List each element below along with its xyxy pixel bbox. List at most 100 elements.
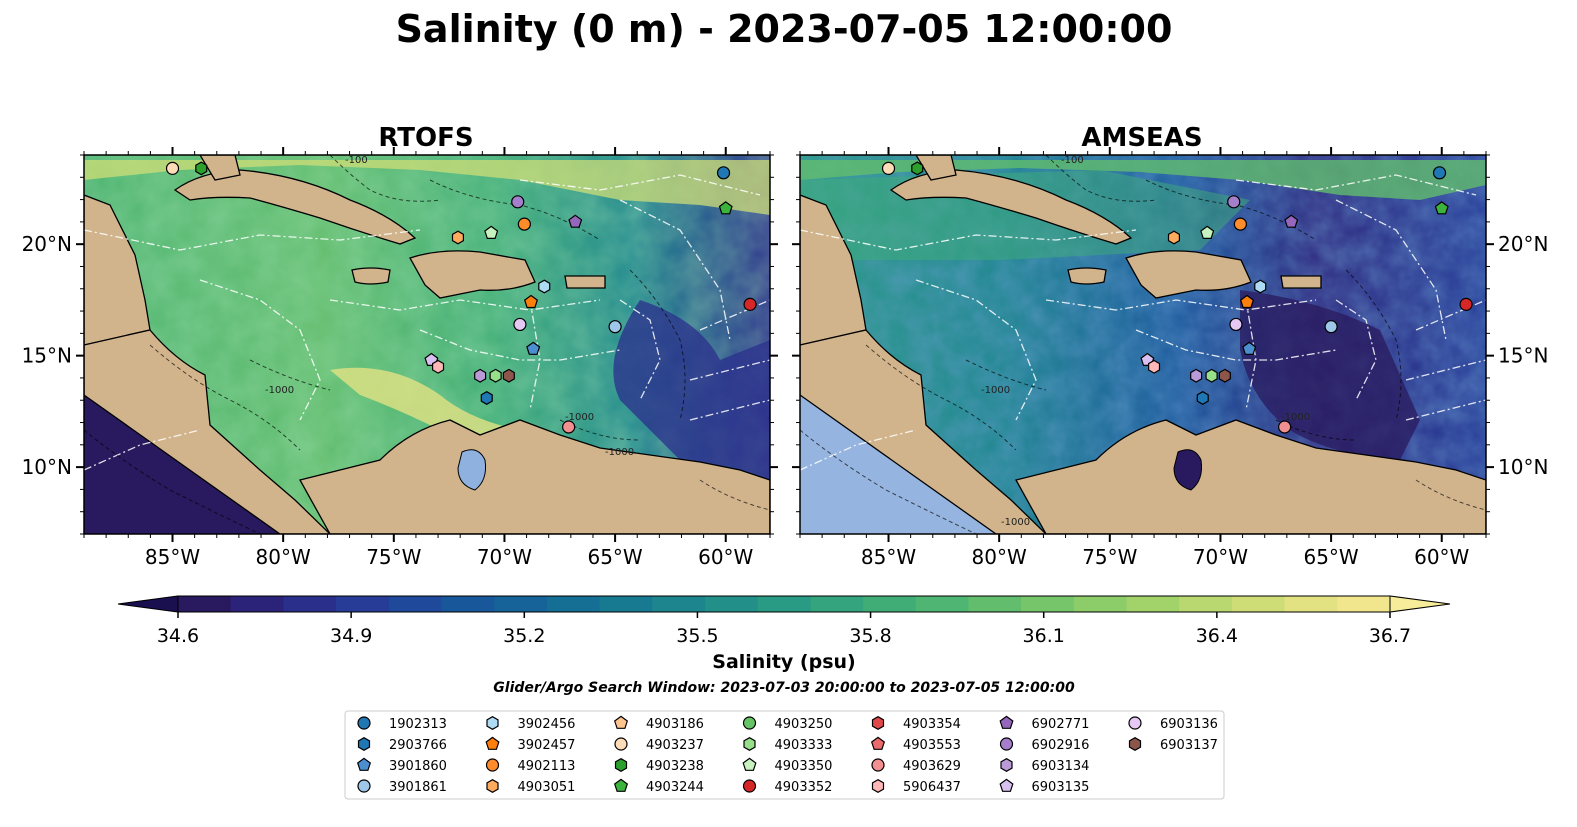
legend-marker-circle	[871, 758, 885, 772]
legend-marker-circle	[357, 779, 371, 793]
high-salinity-band	[84, 160, 770, 215]
legend-entry: 6902771	[999, 715, 1090, 732]
eez-boundaries	[800, 174, 1486, 471]
colorbar-segment	[546, 596, 601, 612]
x-tick-label: 65°W	[587, 545, 642, 569]
colorbar-extend-min	[117, 595, 179, 613]
colorbar-segment	[1021, 596, 1075, 612]
contour-label: -1000	[265, 385, 294, 396]
panel-title-rtofs: RTOFS	[378, 123, 473, 153]
legend-box	[344, 710, 1225, 800]
x-tick-label: 70°W	[1193, 545, 1248, 569]
legend-label: 4903186	[646, 717, 704, 732]
float-marker-4903237	[881, 161, 896, 175]
legend-entry: 4903250	[742, 716, 833, 732]
high-salinity-band	[800, 160, 1486, 200]
colorbar-segment	[863, 596, 917, 612]
legend-entry: 3902457	[485, 736, 575, 753]
figure-title: Salinity (0 m) - 2023-07-05 12:00:00	[396, 7, 1173, 51]
low-salinity-east	[1240, 290, 1420, 460]
land	[84, 155, 770, 534]
legend-label: 4902113	[518, 759, 576, 774]
legend-entry: 6903136	[1128, 716, 1218, 732]
legend-marker-hexagon	[486, 716, 499, 730]
float-marker-4902113	[1233, 217, 1247, 231]
colorbar-segment	[1073, 596, 1128, 612]
colorbar-segments	[117, 595, 1451, 613]
colorbar-segment	[915, 596, 970, 612]
contour-label: -1000	[565, 412, 594, 423]
axis-ticks: 85°W 80°W 75°W 70°W 65°W 60°W 10°N 15°N 20°N	[22, 147, 778, 569]
colorbar-segment	[388, 596, 443, 612]
legend-label: 4903333	[775, 738, 833, 753]
colorbar-label: Salinity (psu)	[712, 651, 855, 673]
legend-entry: 4903051	[486, 779, 575, 795]
land	[800, 155, 1486, 534]
legend-label: 5906437	[903, 780, 961, 795]
legend-marker-pentagon	[356, 757, 372, 771]
float-marker-4903333	[489, 368, 502, 383]
float-marker-6903137	[502, 368, 515, 383]
legend-entry: 3902456	[486, 716, 576, 732]
legend-marker-hexagon	[357, 737, 371, 751]
legend-label: 4903250	[775, 717, 833, 732]
colorbar-segment	[336, 596, 390, 612]
float-marker-3901860	[526, 341, 541, 355]
legend-marker-circle	[614, 737, 628, 751]
float-marker-4903237	[165, 161, 180, 175]
legend-entry: 4902113	[485, 758, 576, 774]
legend-marker-pentagon	[999, 778, 1014, 792]
legend-label: 3901861	[389, 780, 447, 795]
land-jamaica	[1067, 267, 1107, 285]
legend-marker-hexagon	[1000, 758, 1013, 772]
float-marker-3901861	[608, 320, 622, 334]
colorbar-tick-label: 35.2	[503, 625, 545, 647]
legend-label: 3902456	[518, 717, 576, 732]
legend-label: 6903136	[1160, 717, 1218, 732]
float-marker-4903350	[484, 225, 499, 239]
colorbar-segment	[599, 596, 653, 612]
y-tick-label: 10°N	[22, 455, 72, 479]
legend-entry: 4903244	[613, 778, 704, 795]
legend-entries: 1902313 2903766 3901860 3901861 3902456 39024…	[356, 715, 1218, 795]
float-marker-4903244	[1434, 201, 1449, 215]
colorbar-segment	[1179, 596, 1233, 612]
colorbar-segment	[230, 596, 284, 612]
legend-label: 4903553	[903, 738, 961, 753]
contour-label: -1000	[981, 385, 1010, 396]
float-marker-4903244	[718, 201, 733, 215]
legend-entry: 4903238	[614, 758, 704, 774]
land-puerto-rico	[564, 275, 606, 289]
float-marker-6903134	[1190, 368, 1203, 383]
legend-label: 1902313	[389, 717, 447, 732]
colorbar-tick-label: 34.6	[157, 625, 199, 647]
land-jamaica	[351, 267, 391, 285]
colorbar-tick-label: 36.7	[1369, 625, 1411, 647]
contour-label: -1000	[1281, 412, 1310, 423]
float-marker-2903766	[1196, 391, 1209, 405]
colorbar-segment	[283, 596, 337, 612]
map-frame	[799, 154, 1487, 535]
legend-label: 4903350	[775, 759, 833, 774]
legend-entry: 4903350	[742, 757, 833, 774]
float-marker-1902313	[716, 166, 731, 180]
map-frame	[83, 154, 771, 535]
legend-label: 4903354	[903, 717, 961, 732]
legend-label: 6902771	[1032, 717, 1090, 732]
panel-title-amseas: AMSEAS	[1081, 123, 1202, 153]
legend-marker-hexagon	[871, 716, 885, 730]
legend-marker-pentagon	[870, 736, 886, 750]
float-marker-6903137	[1218, 368, 1231, 383]
float-marker-3902456	[538, 279, 551, 294]
colorbar-segment	[1337, 596, 1391, 612]
maracaibo-lake	[457, 449, 486, 491]
legend-entry: 6903134	[1000, 758, 1089, 774]
legend-marker-pentagon	[742, 757, 757, 771]
legend-entry: 4903352	[742, 779, 832, 795]
legend-label: 4903244	[646, 780, 704, 795]
float-marker-4903629	[1278, 420, 1292, 434]
legend-entry: 1902313	[357, 716, 447, 732]
float-marker-3902457	[1239, 294, 1255, 309]
axis-ticks: 85°W 80°W 75°W 70°W 65°W 60°W 10°N 15°N 20°N	[792, 147, 1548, 569]
